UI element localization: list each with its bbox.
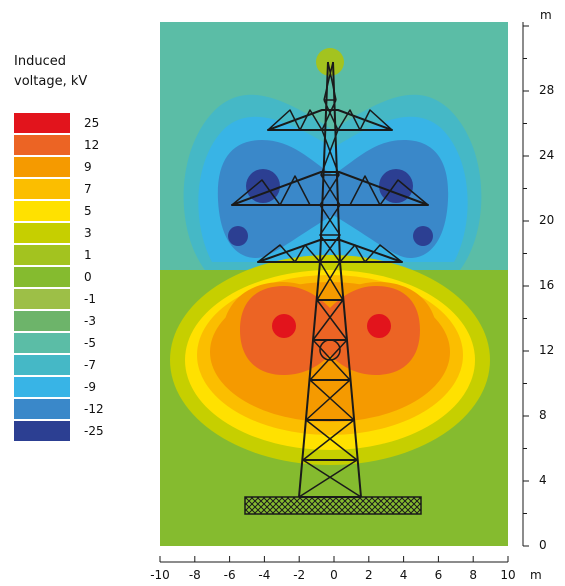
y-axis-unit: m [540, 8, 552, 22]
legend-swatch [14, 201, 70, 221]
legend-entry: 25 [14, 113, 126, 133]
legend-swatch [14, 399, 70, 419]
legend-label: -12 [84, 402, 104, 416]
ground-wire [316, 48, 344, 76]
x-tick-label: 10 [500, 568, 516, 582]
axes [159, 22, 529, 563]
legend-label: 1 [84, 248, 92, 262]
cross-arm-top [267, 109, 393, 131]
x-axis-unit: m [530, 568, 542, 582]
tower-lattice-upper [319, 61, 341, 263]
y-tick-label: 24 [539, 148, 555, 162]
legend-label: 25 [84, 116, 100, 130]
y-tick-label: 12 [539, 343, 555, 357]
x-tick-label: -2 [293, 568, 306, 582]
y-tick-label: 28 [539, 83, 555, 97]
x-tick-label: 0 [330, 568, 338, 582]
legend-label: 9 [84, 160, 92, 174]
legend-label: -9 [84, 380, 96, 394]
transmission-tower [231, 61, 429, 498]
x-tick-label: -10 [150, 568, 170, 582]
legend-entry: -5 [14, 333, 126, 353]
legend-title: Induced voltage, kV [14, 52, 87, 92]
y-tick-label: 16 [539, 278, 555, 292]
x-tick-label: 8 [469, 568, 477, 582]
legend-swatch [14, 157, 70, 177]
conductor-lower-right [367, 314, 391, 338]
legend-title-line2: voltage, kV [14, 74, 88, 89]
contour-minus-12 [217, 140, 449, 258]
legend-entry: -3 [14, 311, 126, 331]
legend-swatch [14, 179, 70, 199]
legend-label: 12 [84, 138, 100, 152]
legend-entry: 7 [14, 179, 126, 199]
legend-entry: 0 [14, 267, 126, 287]
tower-lattice-lower [298, 261, 362, 498]
legend-label: -5 [84, 336, 96, 350]
contour-12 [240, 286, 420, 375]
legend-title-line1: Induced [14, 54, 66, 69]
legend-swatch [14, 245, 70, 265]
legend-swatch [14, 355, 70, 375]
tower-foundation [244, 496, 422, 515]
x-tick-label: 2 [364, 568, 373, 582]
legend-label: -7 [84, 358, 96, 372]
legend-entry: -9 [14, 377, 126, 397]
legend-label: 7 [84, 182, 92, 196]
x-tick-label: -6 [223, 568, 236, 582]
legend-label: -25 [84, 424, 104, 438]
y-tick-label: 0 [539, 538, 547, 552]
legend-swatch [14, 377, 70, 397]
legend-swatch [14, 135, 70, 155]
y-tick-label: 20 [539, 213, 555, 227]
legend-label: 5 [84, 204, 92, 218]
tower-ring [319, 339, 341, 361]
legend-label: -3 [84, 314, 96, 328]
legend-swatch [14, 421, 70, 441]
y-tick-label: 8 [539, 408, 547, 422]
legend-label: 3 [84, 226, 92, 240]
x-tick-label: 4 [399, 568, 408, 582]
x-tick-label: -4 [258, 568, 271, 582]
legend-entry: -12 [14, 399, 126, 419]
legend-entry: 5 [14, 201, 126, 221]
legend-swatch [14, 113, 70, 133]
legend-swatch [14, 223, 70, 243]
x-tick-label: 6 [434, 568, 443, 582]
conductor-middle-right [413, 226, 433, 246]
legend-label: -1 [84, 292, 96, 306]
legend-entry: 3 [14, 223, 126, 243]
x-tick-label: -8 [188, 568, 201, 582]
legend-entry: 12 [14, 135, 126, 155]
legend-entry: -25 [14, 421, 126, 441]
legend-entry: 1 [14, 245, 126, 265]
legend-swatch [14, 289, 70, 309]
legend-entry: 9 [14, 157, 126, 177]
legend-entry: -7 [14, 355, 126, 375]
conductor-middle-left [228, 226, 248, 246]
legend-label: 0 [84, 270, 92, 284]
y-tick-label: 4 [539, 473, 547, 487]
legend-entry: -1 [14, 289, 126, 309]
legend-swatch [14, 333, 70, 353]
legend-swatch [14, 267, 70, 287]
cross-arm-lower [257, 239, 403, 263]
legend-swatch [14, 311, 70, 331]
conductor-upper-left [246, 169, 280, 203]
conductor-lower-left [272, 314, 296, 338]
